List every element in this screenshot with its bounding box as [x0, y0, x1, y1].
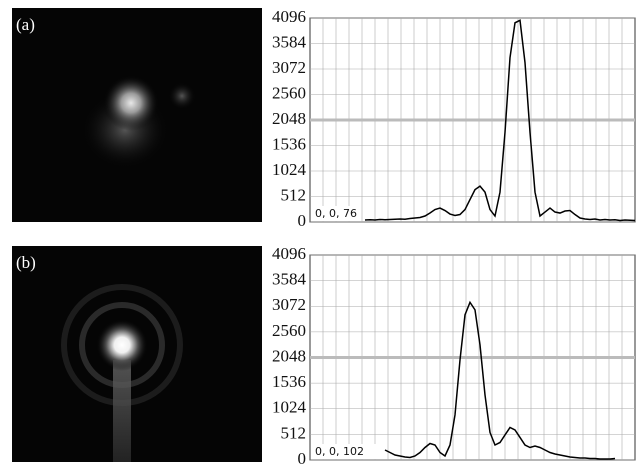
y-tick-label: 1536	[272, 134, 306, 153]
y-tick-label: 0	[298, 449, 307, 468]
y-tick-label: 512	[281, 185, 307, 204]
y-tick-label: 1024	[272, 398, 307, 417]
panel-label: (a)	[16, 15, 35, 34]
annotation: 0, 0, 76	[315, 207, 357, 220]
y-tick-label: 3072	[272, 58, 306, 77]
y-tick-label: 1024	[272, 160, 307, 179]
y-tick-label: 2560	[272, 83, 306, 102]
annotation: 0, 0, 102	[315, 445, 364, 458]
profile-line	[364, 19, 636, 222]
y-tick-label: 2048	[272, 109, 306, 128]
profile-line	[384, 300, 616, 460]
y-tick-label: 3584	[272, 270, 307, 289]
y-tick-label: 1536	[272, 372, 306, 391]
y-tick-label: 4096	[272, 244, 306, 263]
y-tick-label: 3072	[272, 295, 306, 314]
image-a	[12, 8, 262, 222]
annotation-box	[312, 206, 360, 221]
annotation-box	[312, 444, 378, 459]
y-tick-label: 4096	[272, 7, 306, 26]
y-tick-label: 2048	[272, 346, 306, 365]
image-b	[12, 246, 262, 462]
y-tick-label: 0	[298, 211, 307, 230]
panel-label: (b)	[16, 253, 36, 272]
y-tick-label: 512	[281, 423, 307, 442]
y-tick-label: 2560	[272, 321, 306, 340]
y-tick-label: 3584	[272, 32, 307, 51]
